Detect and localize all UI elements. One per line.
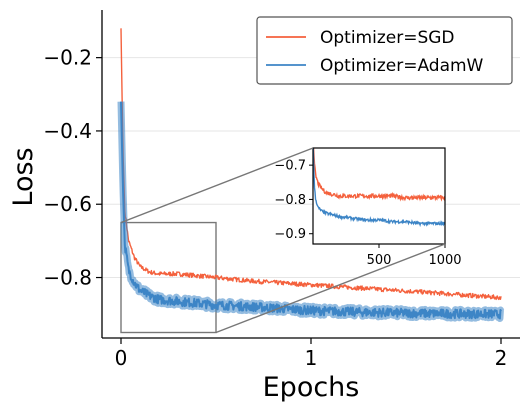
- inset-x-tick-label-0: 500: [367, 253, 392, 268]
- zoom-region: [120, 221, 217, 334]
- series-line-adamw: [120, 101, 502, 320]
- zoom-connector-top: [120, 147, 314, 224]
- zoom-connector-bottom: [215, 243, 446, 334]
- legend-label-adamw: Optimizer=AdamW: [320, 56, 484, 76]
- legend-frame: [256, 16, 513, 85]
- y-axis-title: Loss: [8, 147, 39, 206]
- inset-series-line-adamw: [313, 148, 445, 228]
- y-tick-label-0: −0.2: [43, 46, 92, 70]
- y-tick-label-2: −0.6: [43, 192, 92, 216]
- inset-y-tick-label-2: −0.9: [274, 227, 306, 242]
- main-series-group: [117, 28, 505, 322]
- y-tick-label-1: −0.4: [43, 119, 92, 143]
- inset-series-group: [313, 148, 445, 228]
- main-ticks: 0 1 2 −0.2 −0.4 −0.6 −0.8: [43, 46, 507, 370]
- inset-y-tick-label-0: −0.7: [274, 159, 306, 174]
- x-tick-label-2: 2: [495, 346, 508, 370]
- y-tick-label-3: −0.8: [43, 266, 92, 290]
- x-tick-label-1: 1: [305, 346, 318, 370]
- series-line-sgd: [120, 28, 502, 301]
- zoom-connectors: [120, 147, 446, 334]
- inset-ticks: −0.7 −0.8 −0.9 500 1000: [274, 159, 461, 268]
- x-axis-title: Epochs: [263, 372, 360, 403]
- inset-x-tick-label-1: 1000: [428, 253, 461, 268]
- inset-axes: −0.7 −0.8 −0.9 500 1000: [274, 147, 462, 268]
- zoom-rectangle: [120, 221, 217, 334]
- main-grid: [102, 57, 520, 279]
- legend: Optimizer=SGD Optimizer=AdamW: [256, 16, 513, 85]
- x-tick-label-0: 0: [115, 346, 128, 370]
- inset-series-line-sgd: [313, 148, 445, 202]
- legend-label-sgd: Optimizer=SGD: [320, 28, 455, 48]
- inset-y-tick-label-1: −0.8: [274, 193, 306, 208]
